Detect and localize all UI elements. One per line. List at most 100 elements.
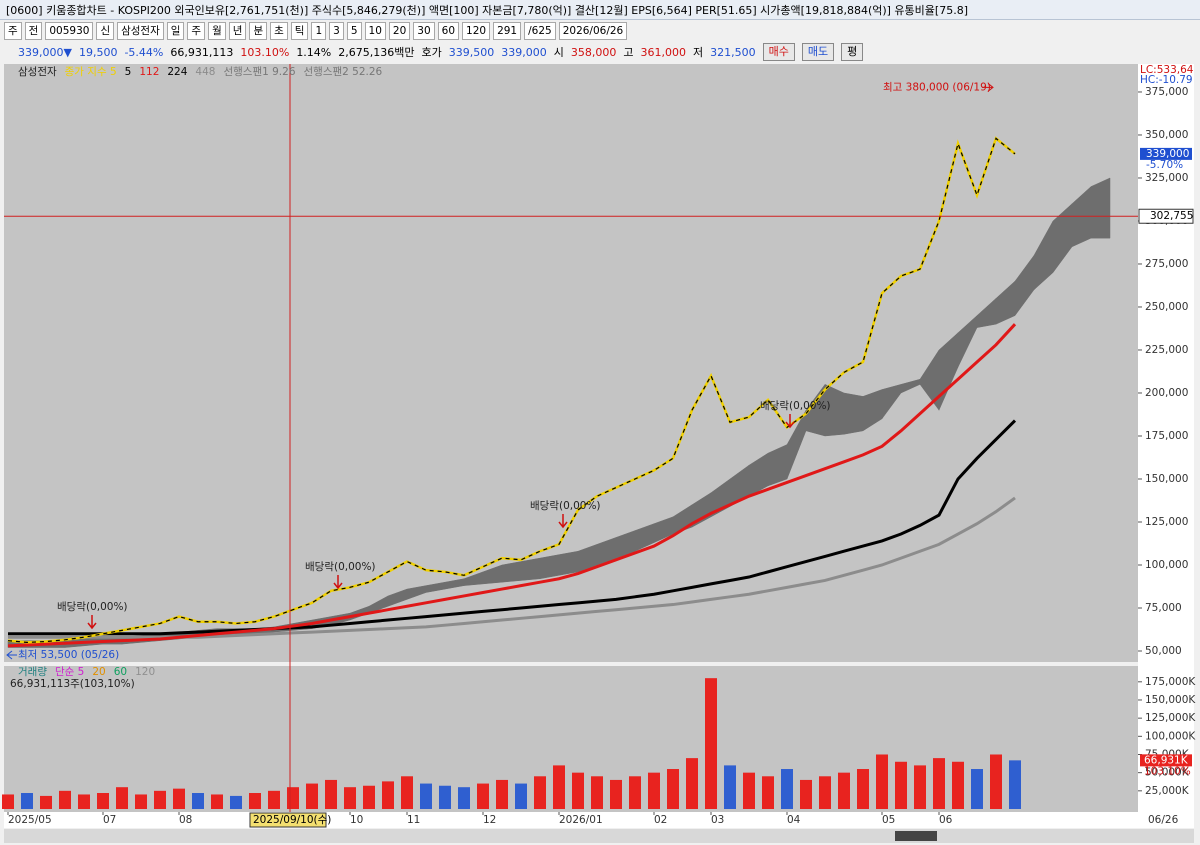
- max-arrow: [982, 82, 994, 92]
- scroll-bar: [4, 829, 1194, 843]
- info-item: -5.44%: [124, 45, 164, 59]
- volume-bar: [306, 783, 318, 809]
- toolbar-item[interactable]: 주: [187, 22, 206, 40]
- info-item: 19,500: [78, 45, 118, 59]
- min-annotation: 최저 53,500 (05/26): [18, 649, 119, 661]
- volume-bar: [420, 783, 432, 809]
- volume-bar: [667, 769, 679, 809]
- toolbar-item[interactable]: 1: [311, 22, 327, 40]
- volume-bar: [800, 779, 812, 809]
- cloud-band: [843, 392, 864, 435]
- toolbar-item[interactable]: 삼성전자: [117, 22, 164, 40]
- volume-legend-item: 20: [92, 666, 105, 678]
- cloud-band: [1090, 177, 1111, 239]
- toolbar-item[interactable]: 20: [388, 22, 411, 40]
- volume-bar: [686, 758, 698, 809]
- info-item: 저: [693, 46, 704, 59]
- toolbar-item[interactable]: 월: [208, 22, 226, 40]
- volume-bar: [230, 795, 242, 809]
- y-tick-label: 50,000K: [1145, 767, 1190, 779]
- x-tick-label: 06: [939, 814, 953, 826]
- toolbar-item[interactable]: 틱: [290, 22, 309, 40]
- toolbar-item[interactable]: 3: [329, 22, 344, 40]
- legend-item: 448: [195, 66, 215, 78]
- toolbar-item[interactable]: 120: [462, 22, 491, 40]
- toolbar-item[interactable]: 초: [270, 22, 288, 40]
- x-tick-label: 12: [483, 814, 496, 826]
- volume-bar: [762, 776, 774, 809]
- info-item: 358,000: [570, 45, 617, 59]
- dividend-arrow: [333, 575, 343, 590]
- x-tick-label: 02: [654, 814, 667, 826]
- toolbar-item[interactable]: 30: [413, 22, 435, 40]
- volume-bar: [515, 783, 527, 809]
- volume-bar: [1009, 760, 1021, 809]
- y-tick-label: 275,000: [1145, 258, 1188, 270]
- crosshair-box: [1138, 208, 1194, 224]
- toolbar-item[interactable]: 신: [96, 22, 115, 40]
- y-tick-label: 100,000: [1145, 559, 1188, 571]
- cloud-band: [501, 561, 522, 583]
- y-tick-label: 175,000: [1145, 430, 1188, 442]
- volume-bar: [21, 793, 33, 809]
- volume-legend-item: 120: [135, 666, 155, 678]
- dividend-arrow: [558, 514, 568, 529]
- volume-bar: [173, 788, 185, 809]
- volume-bar: [401, 776, 413, 809]
- volume-bar: [154, 790, 166, 809]
- toolbar-item[interactable]: 291: [493, 22, 522, 40]
- last-volume-ratio: 103.10%: [1144, 765, 1191, 777]
- cloud-band: [539, 554, 560, 580]
- volume-bar: [648, 772, 660, 809]
- volume-bar: [819, 776, 831, 809]
- toolbar-item[interactable]: 5: [346, 22, 362, 40]
- toolbar-item[interactable]: 60: [437, 22, 460, 40]
- toolbar-item[interactable]: 주: [4, 22, 22, 40]
- volume-legend-item: 거래량: [18, 666, 47, 678]
- x-tick-label: 10: [350, 814, 363, 826]
- info-item: 1.14%: [296, 45, 332, 59]
- volume-bar: [990, 754, 1002, 809]
- y-tick-label: 150,000: [1145, 473, 1188, 485]
- crosshair-y-label: 302,755: [1150, 210, 1193, 222]
- toolbar-item[interactable]: 분: [249, 22, 268, 40]
- x-end-label: 06/26: [1148, 814, 1179, 826]
- volume-bar: [40, 795, 52, 809]
- y-tick-label: 200,000: [1145, 387, 1188, 399]
- legend-item: 종가 지수 5: [65, 66, 117, 78]
- order-button[interactable]: 평: [841, 43, 864, 61]
- volume-bar: [2, 794, 14, 809]
- y-tick-label: 25,000K: [1145, 785, 1190, 797]
- toolbar-item[interactable]: 일: [166, 22, 185, 40]
- volume-bar: [287, 787, 299, 809]
- crosshair-x-label: 2025/09/10(수): [253, 814, 331, 826]
- volume-bar: [192, 793, 204, 809]
- toolbar-item[interactable]: 10: [364, 22, 386, 40]
- toolbar-item[interactable]: 전: [24, 22, 43, 40]
- volume-bar: [477, 783, 489, 809]
- toolbar-item[interactable]: 년: [228, 22, 247, 40]
- info-item: 339,000▼: [18, 45, 72, 59]
- volume-bar: [97, 793, 109, 809]
- volume-bar: [249, 793, 261, 809]
- y-tick-label: 350,000: [1145, 129, 1188, 141]
- volume-bar: [933, 758, 945, 809]
- y-tick-label: 175,000K: [1145, 676, 1196, 688]
- last-price-box: [1140, 147, 1192, 160]
- volume-bar: [496, 779, 508, 809]
- y-tick-label: 50,000: [1145, 645, 1182, 657]
- toolbar-item[interactable]: 2026/06/26: [558, 22, 628, 40]
- legend-item: 112: [139, 66, 159, 78]
- volume-bar: [553, 765, 565, 809]
- volume-bar: [838, 772, 850, 809]
- volume-bar: [743, 772, 755, 809]
- order-button[interactable]: 매수: [762, 43, 795, 61]
- y-tick-label: 100,000K: [1145, 730, 1196, 742]
- volume-bar: [876, 754, 888, 809]
- order-button[interactable]: 매도: [801, 43, 835, 61]
- toolbar-item[interactable]: 005930: [45, 22, 94, 40]
- y-tick-label: 325,000: [1145, 172, 1188, 184]
- toolbar-item[interactable]: /625: [524, 22, 556, 40]
- volume-bar: [116, 787, 128, 809]
